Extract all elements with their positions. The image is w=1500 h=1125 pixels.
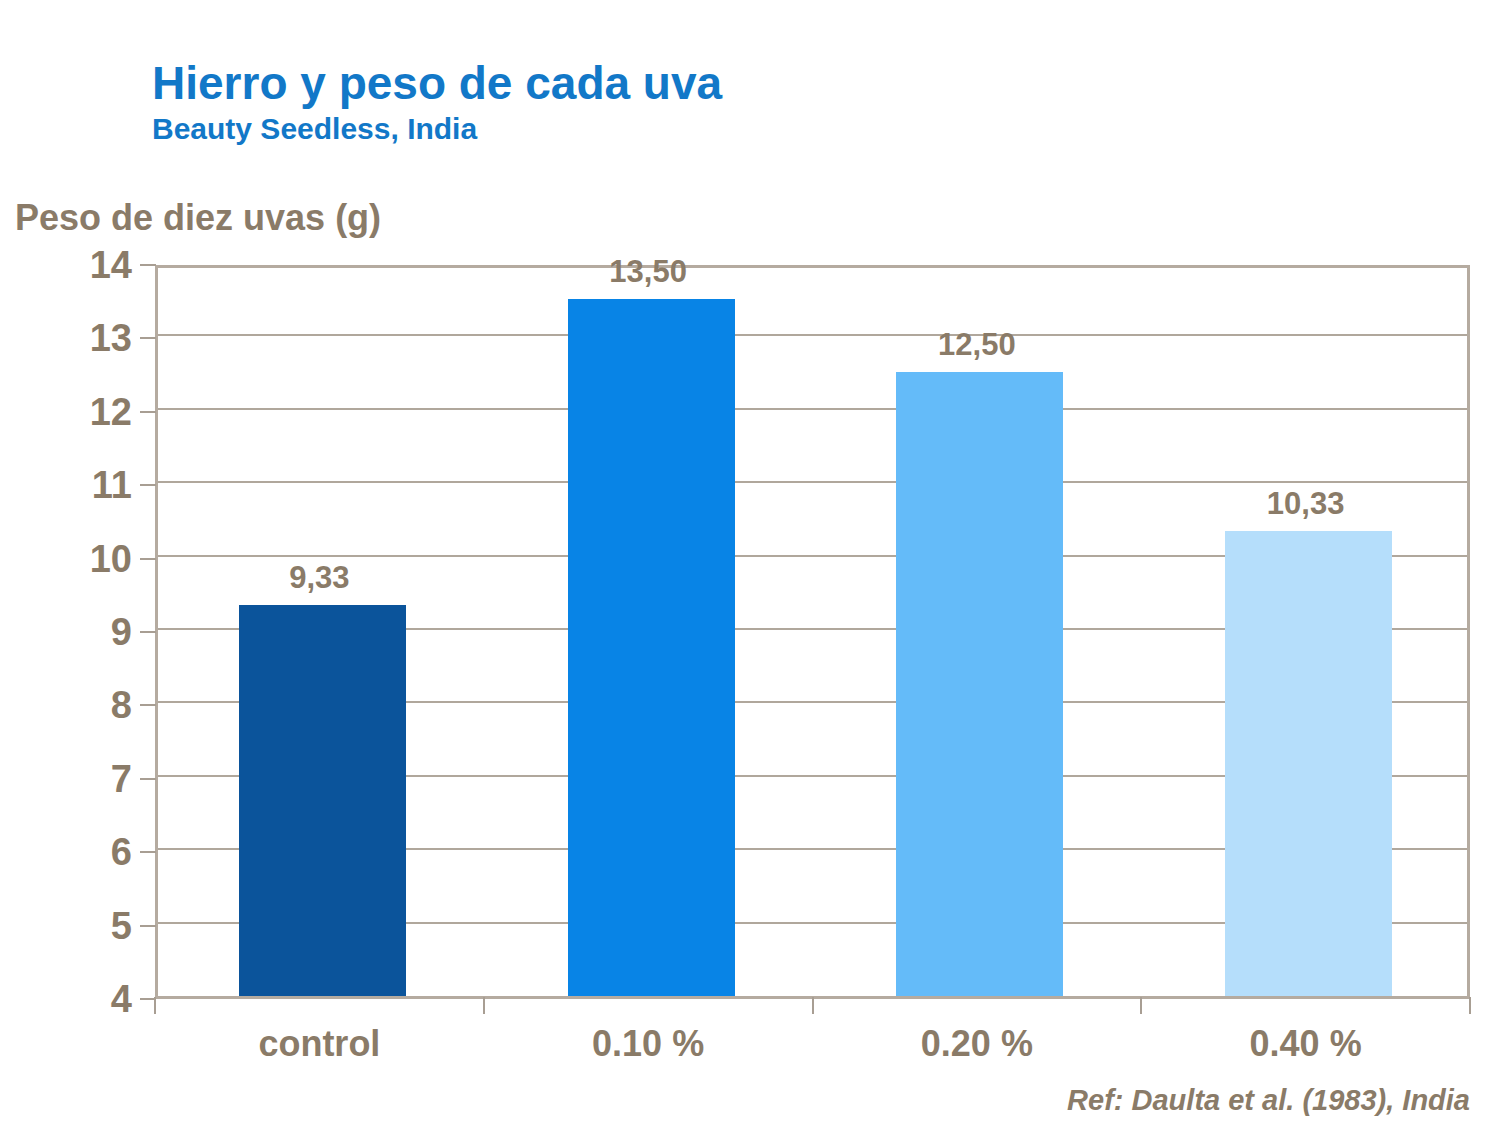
y-tick-label: 5 — [0, 903, 132, 949]
chart-title: Hierro y peso de cada uva — [152, 56, 722, 110]
x-tick-mark — [154, 997, 156, 1014]
y-tick-label: 14 — [0, 242, 132, 288]
x-tick-label: 0.10 % — [484, 1023, 813, 1065]
y-tick-mark — [140, 337, 156, 339]
x-tick-label: control — [155, 1023, 484, 1065]
x-tick-mark — [1140, 997, 1142, 1014]
y-tick-mark — [140, 778, 156, 780]
y-tick-label: 8 — [0, 682, 132, 728]
y-axis-title: Peso de diez uvas (g) — [15, 197, 381, 239]
y-tick-label: 11 — [0, 462, 132, 508]
x-tick-mark — [483, 997, 485, 1014]
bar-value-label: 10,33 — [1206, 486, 1406, 522]
x-tick-mark — [812, 997, 814, 1014]
slide-canvas: Hierro y peso de cada uva Beauty Seedles… — [0, 0, 1500, 1125]
y-tick-label: 12 — [0, 389, 132, 435]
bar-control — [239, 605, 406, 996]
plot-area — [155, 265, 1470, 999]
chart-subtitle: Beauty Seedless, India — [152, 112, 477, 146]
y-tick-label: 6 — [0, 829, 132, 875]
bar-0.10 — [568, 299, 735, 996]
y-tick-mark — [140, 558, 156, 560]
y-tick-label: 13 — [0, 315, 132, 361]
gridline — [158, 481, 1467, 483]
y-tick-label: 7 — [0, 756, 132, 802]
y-tick-mark — [140, 264, 156, 266]
y-tick-mark — [140, 925, 156, 927]
y-tick-mark — [140, 631, 156, 633]
reference-note: Ref: Daulta et al. (1983), India — [1067, 1084, 1470, 1117]
bar-value-label: 9,33 — [219, 560, 419, 596]
y-tick-mark — [140, 484, 156, 486]
y-tick-label: 9 — [0, 609, 132, 655]
y-tick-mark — [140, 411, 156, 413]
x-tick-label: 0.20 % — [813, 1023, 1142, 1065]
y-tick-label: 10 — [0, 536, 132, 582]
bar-value-label: 12,50 — [877, 327, 1077, 363]
gridline — [158, 334, 1467, 336]
bar-0.40 — [1225, 531, 1392, 996]
bar-value-label: 13,50 — [548, 254, 748, 290]
x-tick-mark — [1469, 997, 1471, 1014]
y-tick-mark — [140, 704, 156, 706]
y-tick-label: 4 — [0, 976, 132, 1022]
bar-0.20 — [896, 372, 1063, 996]
gridline — [158, 408, 1467, 410]
x-tick-label: 0.40 % — [1141, 1023, 1470, 1065]
y-tick-mark — [140, 851, 156, 853]
